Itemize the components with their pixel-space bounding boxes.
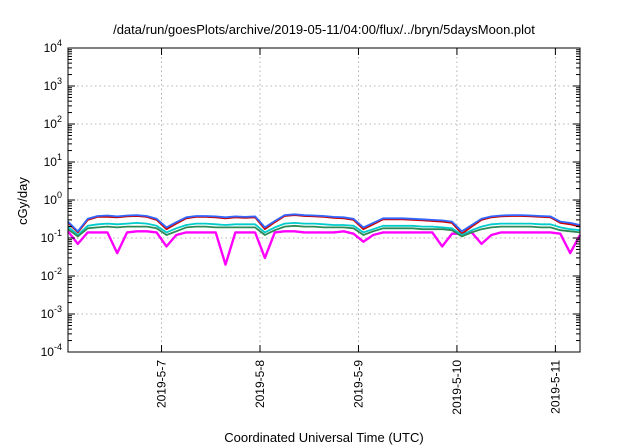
series-line-1 bbox=[67, 230, 582, 266]
y-tick-label: 103 bbox=[44, 76, 62, 93]
y-tick-label: 10-3 bbox=[41, 304, 62, 321]
series-lines bbox=[67, 213, 582, 266]
axis-ticks: 10-4 10-3 10-2 10-1 100 101 102 103 104 2019-5-7 2… bbox=[41, 38, 580, 415]
series-line-5 bbox=[67, 224, 581, 238]
y-tick-label: 102 bbox=[44, 114, 62, 131]
y-tick-label: 100 bbox=[44, 190, 62, 207]
series-line-4 bbox=[67, 221, 581, 236]
x-tick-label: 2019-5-11 bbox=[548, 360, 562, 414]
series-line-3 bbox=[67, 213, 581, 233]
x-tick-label: 2019-5-8 bbox=[253, 360, 267, 408]
y-tick-label: 10-2 bbox=[41, 266, 62, 283]
y-tick-label: 10-1 bbox=[41, 228, 62, 245]
x-tick-label: 2019-5-7 bbox=[155, 360, 169, 408]
y-tick-label: 104 bbox=[44, 38, 62, 55]
y-axis-label: cGy/day bbox=[15, 177, 30, 225]
x-axis-label: Coordinated Universal Time (UTC) bbox=[224, 430, 423, 445]
x-tick-label: 2019-5-10 bbox=[450, 360, 464, 415]
grid bbox=[68, 48, 580, 352]
y-tick-label: 101 bbox=[44, 152, 62, 169]
x-tick-label: 2019-5-9 bbox=[351, 360, 365, 408]
y-tick-label: 10-4 bbox=[41, 342, 62, 359]
chart-title: /data/run/goesPlots/archive/2019-05-11/0… bbox=[113, 22, 535, 37]
